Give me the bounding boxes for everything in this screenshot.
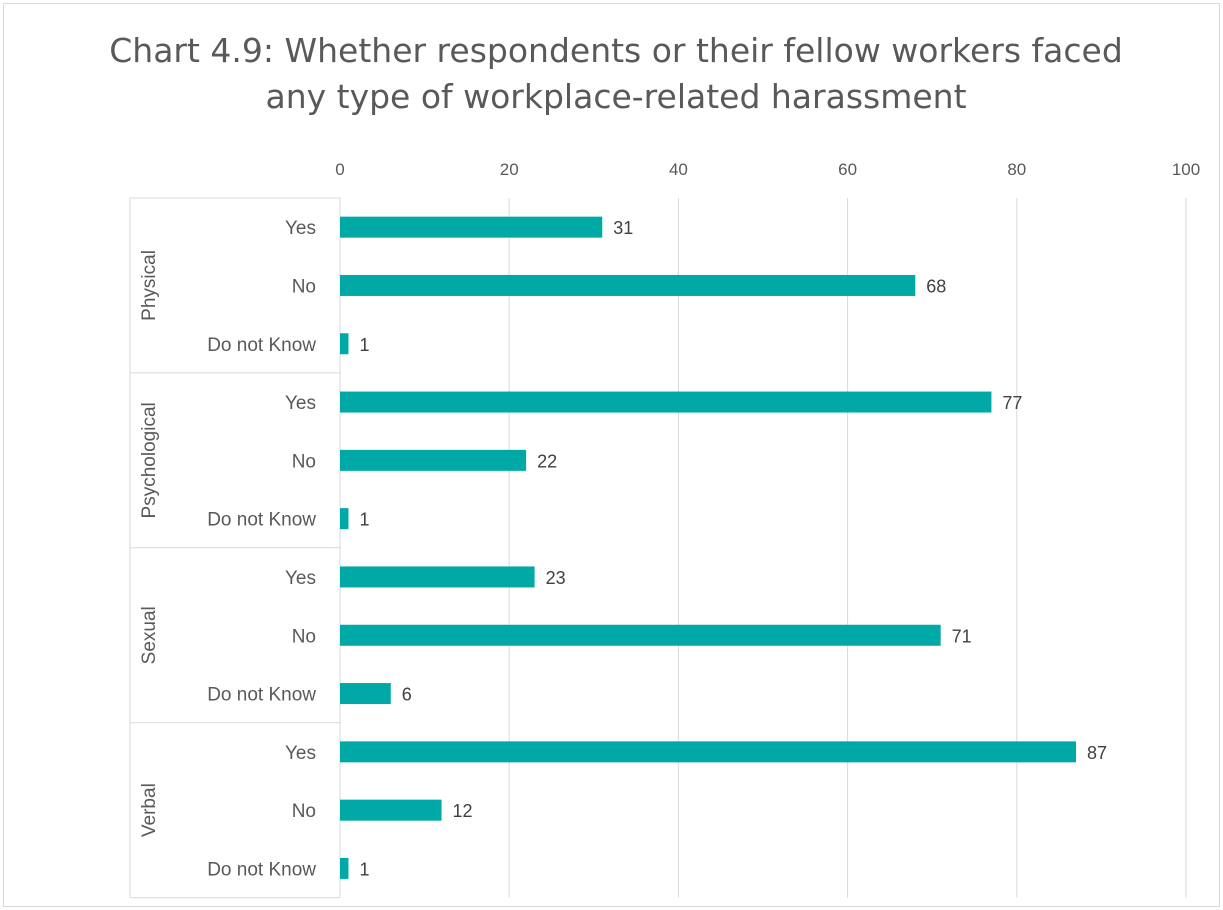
bar <box>340 216 603 238</box>
chart-title: Chart 4.9: Whether respondents or their … <box>0 28 1223 120</box>
bar <box>340 333 349 355</box>
category-label: No <box>292 451 316 472</box>
group-label: Physical <box>139 250 160 321</box>
bar <box>340 274 916 296</box>
bar <box>340 799 442 821</box>
group-label: Verbal <box>139 783 160 837</box>
x-tick-label: 20 <box>500 160 519 179</box>
bar <box>340 391 992 413</box>
x-tick-label: 60 <box>838 160 857 179</box>
group-label: Psychological <box>139 402 160 518</box>
bar <box>340 508 349 530</box>
bar <box>340 741 1077 763</box>
bar <box>340 683 391 705</box>
category-label: Yes <box>285 393 316 414</box>
x-tick-label: 80 <box>1007 160 1026 179</box>
data-label: 1 <box>359 510 369 530</box>
category-label: Do not Know <box>207 685 316 706</box>
chart-title-line-1: Chart 4.9: Whether respondents or their … <box>109 31 1123 70</box>
x-tick-label: 40 <box>669 160 688 179</box>
chart-title-line-2: any type of workplace-related harassment <box>265 77 967 116</box>
category-label: Do not Know <box>207 859 316 880</box>
data-label: 12 <box>453 801 473 821</box>
category-label: Do not Know <box>207 335 316 356</box>
data-label: 1 <box>359 859 369 879</box>
data-label: 31 <box>613 218 633 238</box>
data-label: 23 <box>546 568 566 588</box>
category-label: No <box>292 801 316 822</box>
data-label: 22 <box>537 451 557 471</box>
bar <box>340 449 527 471</box>
category-label: Yes <box>285 743 316 764</box>
data-label: 1 <box>359 335 369 355</box>
x-tick-label: 100 <box>1172 160 1200 179</box>
category-label: Do not Know <box>207 510 316 531</box>
bar <box>340 566 535 588</box>
data-label: 87 <box>1087 743 1107 763</box>
data-label: 6 <box>402 685 412 705</box>
data-label: 77 <box>1002 393 1022 413</box>
data-label: 71 <box>952 626 972 646</box>
group-label: Sexual <box>139 606 160 664</box>
category-label: No <box>292 276 316 297</box>
bar <box>340 624 941 646</box>
data-label: 68 <box>926 276 946 296</box>
category-label: No <box>292 626 316 647</box>
category-label: Yes <box>285 218 316 239</box>
category-label: Yes <box>285 568 316 589</box>
x-tick-label: 0 <box>335 160 344 179</box>
bar <box>340 857 349 879</box>
